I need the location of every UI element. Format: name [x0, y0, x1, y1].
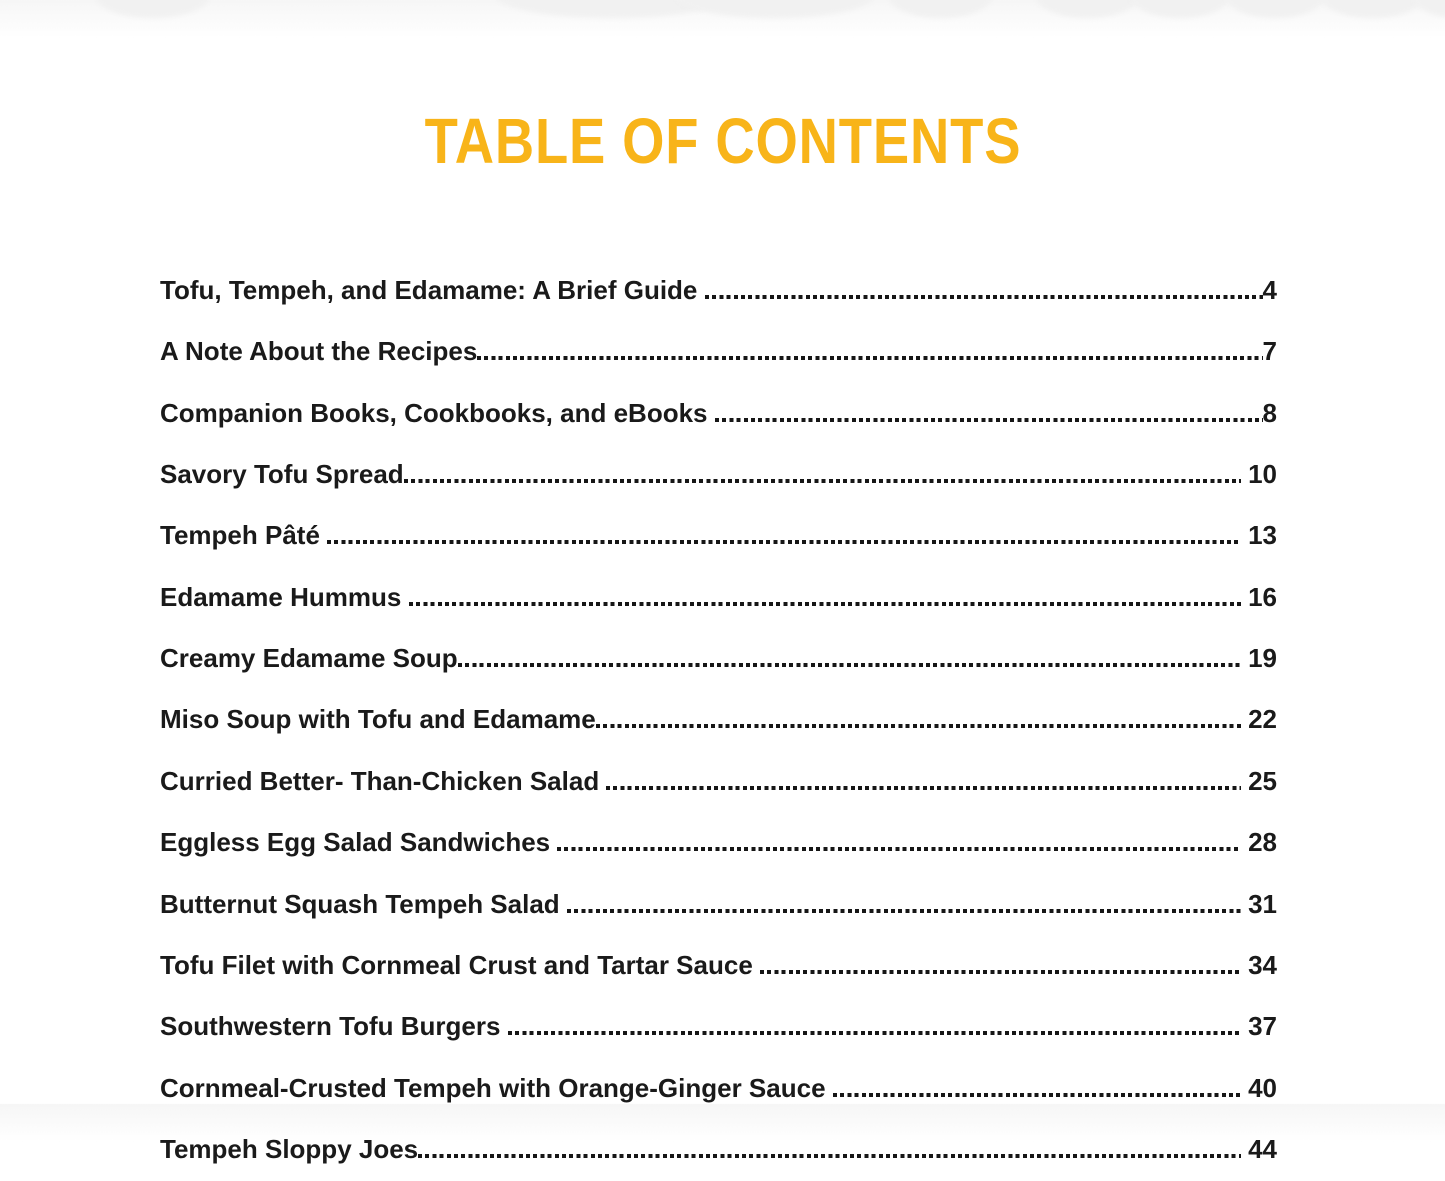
toc-entry[interactable]: Tempeh Pâté 13	[160, 505, 1277, 566]
toc-entry[interactable]: Savory Tofu Spread 10	[160, 444, 1277, 505]
toc-entry-title: Tempeh Pâté	[160, 520, 328, 551]
toc-entry[interactable]: Creamy Edamame Soup 19	[160, 628, 1277, 689]
dot-leader	[477, 356, 1263, 361]
dot-leader	[606, 785, 1241, 790]
dot-leader	[403, 478, 1241, 483]
toc-entry[interactable]: Butternut Squash Tempeh Salad 31	[160, 874, 1277, 935]
toc-entry-title: Butternut Squash Tempeh Salad	[160, 888, 567, 919]
toc-entry-title: Tofu, Tempeh, and Edamame: A Brief Guide	[160, 274, 705, 305]
toc-entry[interactable]: Miso Soup with Tofu and Edamame 22	[160, 689, 1277, 750]
toc-page-number: 40	[1240, 1072, 1277, 1103]
dot-leader	[704, 294, 1263, 299]
dot-leader	[595, 724, 1241, 729]
dot-leader	[566, 908, 1241, 913]
toc-entry-title: Tempeh Sloppy Joes	[160, 1134, 419, 1165]
dot-leader	[327, 540, 1241, 545]
toc-entry[interactable]: Tofu Filet with Cornmeal Crust and Tarta…	[160, 935, 1277, 996]
title-area: TABLE OF CONTENTS	[0, 0, 1445, 216]
toc-entry[interactable]: Edamame Hummus 16	[160, 567, 1277, 628]
toc-entry-title: Eggless Egg Salad Sandwiches	[160, 827, 558, 858]
toc-entry[interactable]: Tofu, Tempeh, and Edamame: A Brief Guide…	[160, 260, 1277, 321]
dot-leader	[557, 847, 1241, 852]
toc-entry-title: Savory Tofu Spread	[160, 458, 404, 489]
toc-entry[interactable]: Curried Better- Than-Chicken Salad 25	[160, 751, 1277, 812]
toc-entry[interactable]: Eggless Egg Salad Sandwiches 28	[160, 812, 1277, 873]
toc-page-number: 28	[1240, 827, 1277, 858]
toc-page-number: 22	[1240, 704, 1277, 735]
toc-page-number: 34	[1240, 950, 1277, 981]
toc-page-number: 4	[1262, 274, 1277, 305]
toc-page-number: 10	[1240, 458, 1277, 489]
dot-leader	[760, 970, 1241, 975]
toc-page-number: 7	[1262, 336, 1277, 367]
table-of-contents: Tofu, Tempeh, and Edamame: A Brief Guide…	[160, 260, 1277, 1181]
toc-page-number: 13	[1240, 520, 1277, 551]
dot-leader	[714, 417, 1263, 422]
toc-entry-title: Tofu Filet with Cornmeal Crust and Tarta…	[160, 950, 761, 981]
toc-entry-title: Companion Books, Cookbooks, and eBooks	[160, 397, 715, 428]
toc-entry[interactable]: A Note About the Recipes 7	[160, 321, 1277, 382]
toc-entry-title: Cornmeal-Crusted Tempeh with Orange-Ging…	[160, 1072, 833, 1103]
toc-entry-title: Curried Better- Than-Chicken Salad	[160, 765, 607, 796]
toc-page-number: 25	[1240, 765, 1277, 796]
toc-entry[interactable]: Tempeh Sloppy Joes 44	[160, 1119, 1277, 1180]
dot-leader	[418, 1154, 1241, 1159]
toc-entry-title: A Note About the Recipes	[160, 336, 478, 367]
toc-entry[interactable]: Southwestern Tofu Burgers 37	[160, 996, 1277, 1057]
toc-page-number: 37	[1240, 1011, 1277, 1042]
page-title: TABLE OF CONTENTS	[424, 104, 1021, 177]
toc-page-number: 31	[1240, 888, 1277, 919]
toc-entry[interactable]: Cornmeal-Crusted Tempeh with Orange-Ging…	[160, 1058, 1277, 1119]
dot-leader	[457, 663, 1241, 668]
dot-leader	[408, 601, 1241, 606]
toc-entry-title: Edamame Hummus	[160, 581, 409, 612]
toc-entry[interactable]: Companion Books, Cookbooks, and eBooks 8	[160, 383, 1277, 444]
toc-entry-title: Southwestern Tofu Burgers	[160, 1011, 508, 1042]
toc-page-number: 44	[1240, 1134, 1277, 1165]
toc-page-number: 8	[1262, 397, 1277, 428]
dot-leader	[832, 1092, 1241, 1097]
toc-entry-title: Creamy Edamame Soup	[160, 643, 458, 674]
toc-entry-title: Miso Soup with Tofu and Edamame	[160, 704, 596, 735]
dot-leader	[507, 1031, 1241, 1036]
toc-page-number: 19	[1240, 643, 1277, 674]
toc-page-number: 16	[1240, 581, 1277, 612]
